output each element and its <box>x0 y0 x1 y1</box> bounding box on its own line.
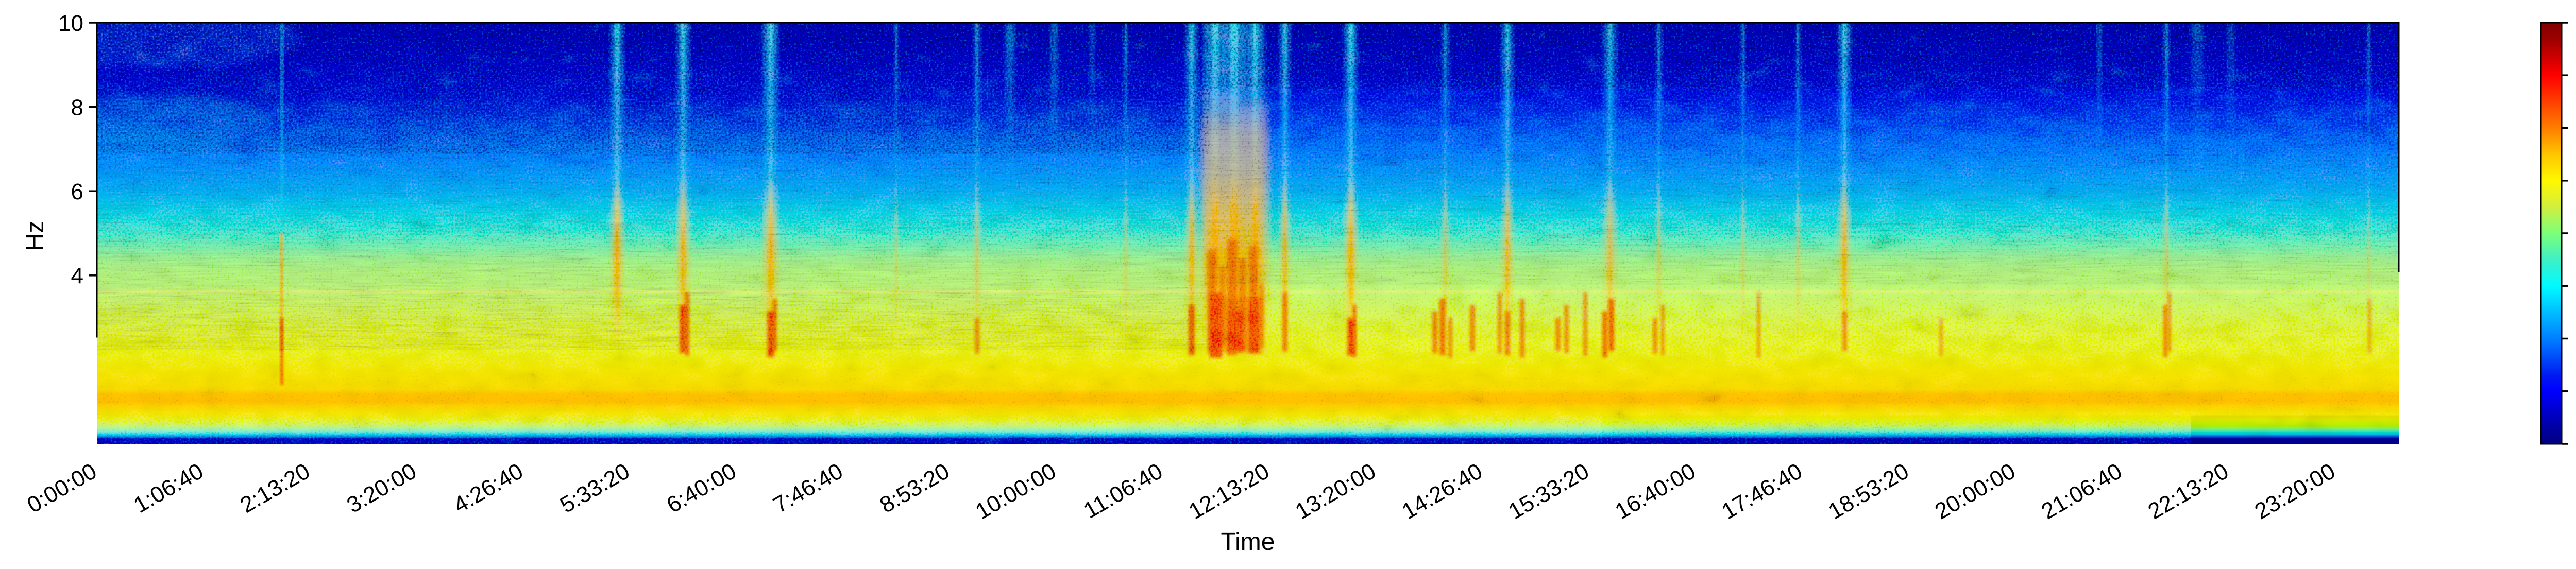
svg-text:0: 0 <box>71 432 83 457</box>
svg-text:6: 6 <box>71 179 83 204</box>
svg-text:Hz: Hz <box>22 221 49 251</box>
svg-text:Time: Time <box>1221 528 1275 556</box>
svg-text:10: 10 <box>58 11 83 36</box>
svg-text:4: 4 <box>71 264 83 289</box>
svg-text:2: 2 <box>71 348 83 373</box>
svg-text:8: 8 <box>71 95 83 120</box>
